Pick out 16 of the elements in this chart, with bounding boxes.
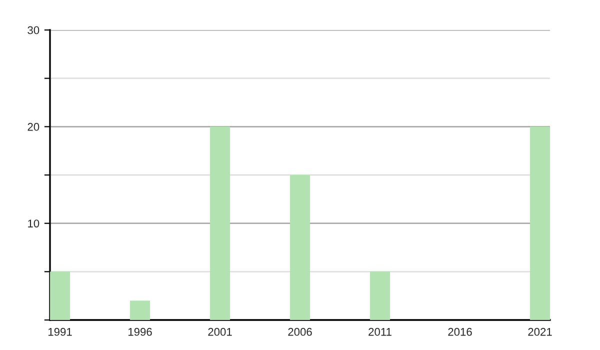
x-tick-label: 1991 [48,328,72,336]
bar [210,126,230,320]
bar [530,126,550,320]
x-tick-label: 2016 [448,328,472,336]
y-tick-label: 10 [28,220,40,228]
x-tick-label: 2006 [288,328,312,336]
bar [130,300,150,320]
x-tick-label: 1996 [128,328,152,336]
y-tick-label: 20 [28,122,40,131]
x-tick-label: 2021 [528,328,552,336]
bar [50,272,70,320]
x-tick-label: 2001 [208,328,232,336]
x-tick-label: 2011 [368,328,392,336]
bar [370,272,390,320]
y-tick-label: 30 [28,26,40,34]
bar [290,175,310,320]
